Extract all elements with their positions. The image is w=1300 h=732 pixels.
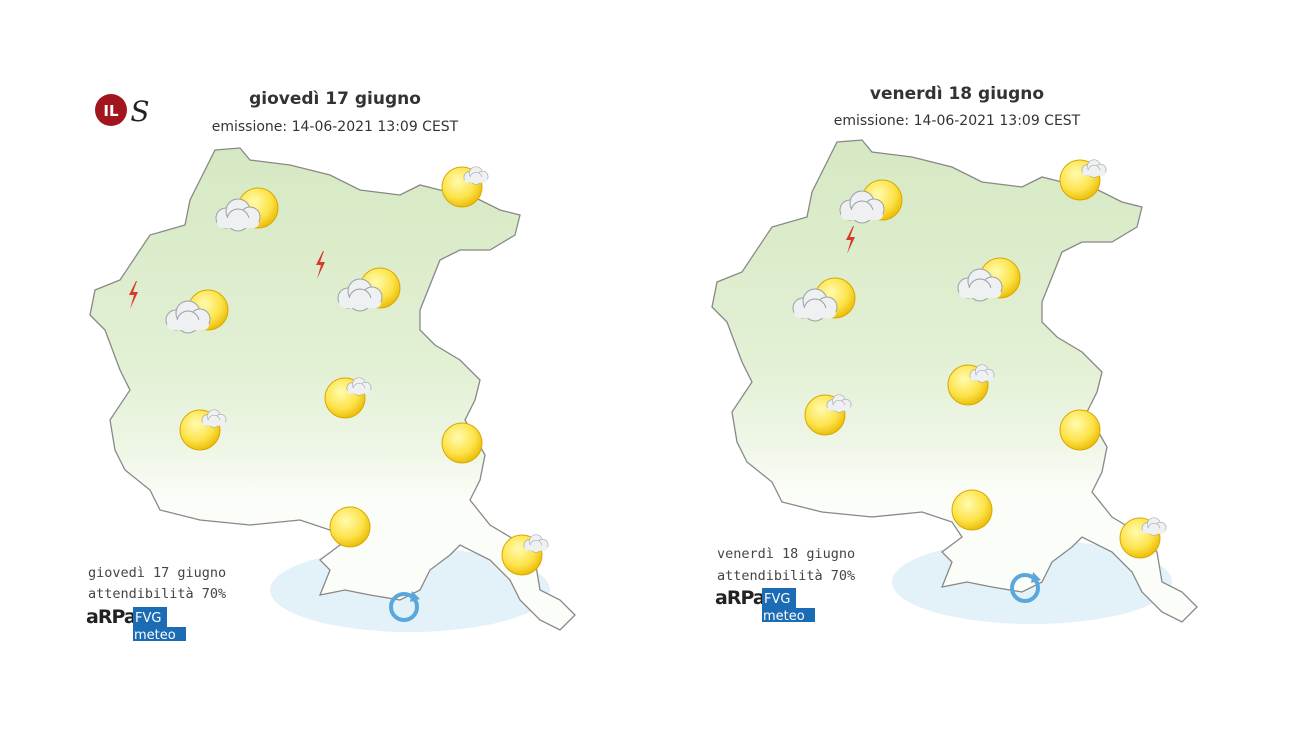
cloud xyxy=(346,377,372,396)
brand-box xyxy=(133,607,167,627)
cloud-base xyxy=(1082,170,1106,176)
cloud xyxy=(165,300,211,334)
cloud-base xyxy=(970,375,994,381)
weather-icon xyxy=(804,394,852,436)
cloud xyxy=(839,190,885,224)
weather-icon xyxy=(1059,409,1101,451)
cloud xyxy=(1081,159,1107,178)
logo-circle xyxy=(95,94,127,126)
logo-letter: S xyxy=(130,95,149,128)
logo: IL S xyxy=(95,94,150,128)
panel-title: venerdì 18 giugno xyxy=(870,84,1044,104)
issued: emissione: 14-06-2021 13:09 CEST xyxy=(834,113,1081,129)
weather-icon xyxy=(337,267,401,312)
sea-ring xyxy=(389,592,419,622)
cloud xyxy=(792,288,838,322)
cloud xyxy=(969,364,995,383)
sun xyxy=(441,422,483,464)
sea-arrow xyxy=(1031,572,1041,583)
cloud-base xyxy=(1142,528,1166,534)
cloud-base xyxy=(202,420,226,426)
sea-ring xyxy=(1010,573,1040,603)
weather-icon xyxy=(947,364,995,406)
footer-date: venerdì 18 giugno xyxy=(717,546,855,562)
sun xyxy=(1059,409,1101,451)
cloud xyxy=(463,166,489,185)
weather-icon xyxy=(329,506,371,548)
cloud-base xyxy=(347,388,371,394)
weather-icon xyxy=(179,409,227,451)
cloud-base xyxy=(959,288,1001,298)
cloud xyxy=(957,268,1003,302)
cloud-base xyxy=(464,177,488,183)
sea-arrow xyxy=(410,591,420,602)
cloud xyxy=(1141,517,1167,536)
weather-icon xyxy=(839,179,903,224)
cloud-base xyxy=(827,405,851,411)
brand-arpa: aRPa xyxy=(715,587,765,609)
weather-icon xyxy=(1119,517,1167,559)
brand-meteo: meteo xyxy=(763,609,805,624)
brand-meteo: meteo xyxy=(134,628,176,643)
weather-icon xyxy=(501,534,549,576)
cloud-base xyxy=(841,210,883,220)
reliability: attendibilità 70% xyxy=(717,568,855,584)
brand-fvg: FVG xyxy=(764,592,790,607)
cloud-base xyxy=(217,218,259,228)
cloud xyxy=(201,409,227,428)
weather-icon xyxy=(951,489,993,531)
brand: aRPa FVG meteo xyxy=(86,606,186,643)
weather-icon xyxy=(441,166,489,208)
cloud-base xyxy=(167,320,209,330)
lightning xyxy=(129,281,138,309)
brand-arpa: aRPa xyxy=(86,606,136,628)
brand-fvg: FVG xyxy=(135,611,161,626)
cloud xyxy=(826,394,852,413)
weather-icon xyxy=(165,289,229,334)
sea-state xyxy=(389,591,420,622)
panel-title: giovedì 17 giugno xyxy=(249,89,421,109)
cloud-base xyxy=(339,298,381,308)
lightning xyxy=(316,251,325,279)
brand-box xyxy=(762,588,796,608)
weather-icon xyxy=(441,422,483,464)
cloud xyxy=(215,198,261,232)
issued: emissione: 14-06-2021 13:09 CEST xyxy=(212,119,459,135)
reliability: attendibilità 70% xyxy=(88,586,226,602)
logo-text: IL xyxy=(103,102,119,120)
brand: aRPa FVG meteo xyxy=(715,587,815,624)
footer-date: giovedì 17 giugno xyxy=(88,565,226,581)
weather-icon xyxy=(324,377,372,419)
cloud-base xyxy=(794,308,836,318)
cloud-base xyxy=(524,545,548,551)
brand-box xyxy=(762,608,815,622)
sun xyxy=(951,489,993,531)
weather-icon xyxy=(1059,159,1107,201)
weather-icon xyxy=(215,187,279,232)
brand-box xyxy=(133,627,186,641)
weather-icons xyxy=(129,159,1167,622)
lightning xyxy=(846,226,855,254)
cloud xyxy=(337,278,383,312)
weather-icon xyxy=(792,277,856,322)
sea-state xyxy=(1010,572,1041,603)
cloud xyxy=(523,534,549,553)
weather-icon xyxy=(957,257,1021,302)
sun xyxy=(329,506,371,548)
